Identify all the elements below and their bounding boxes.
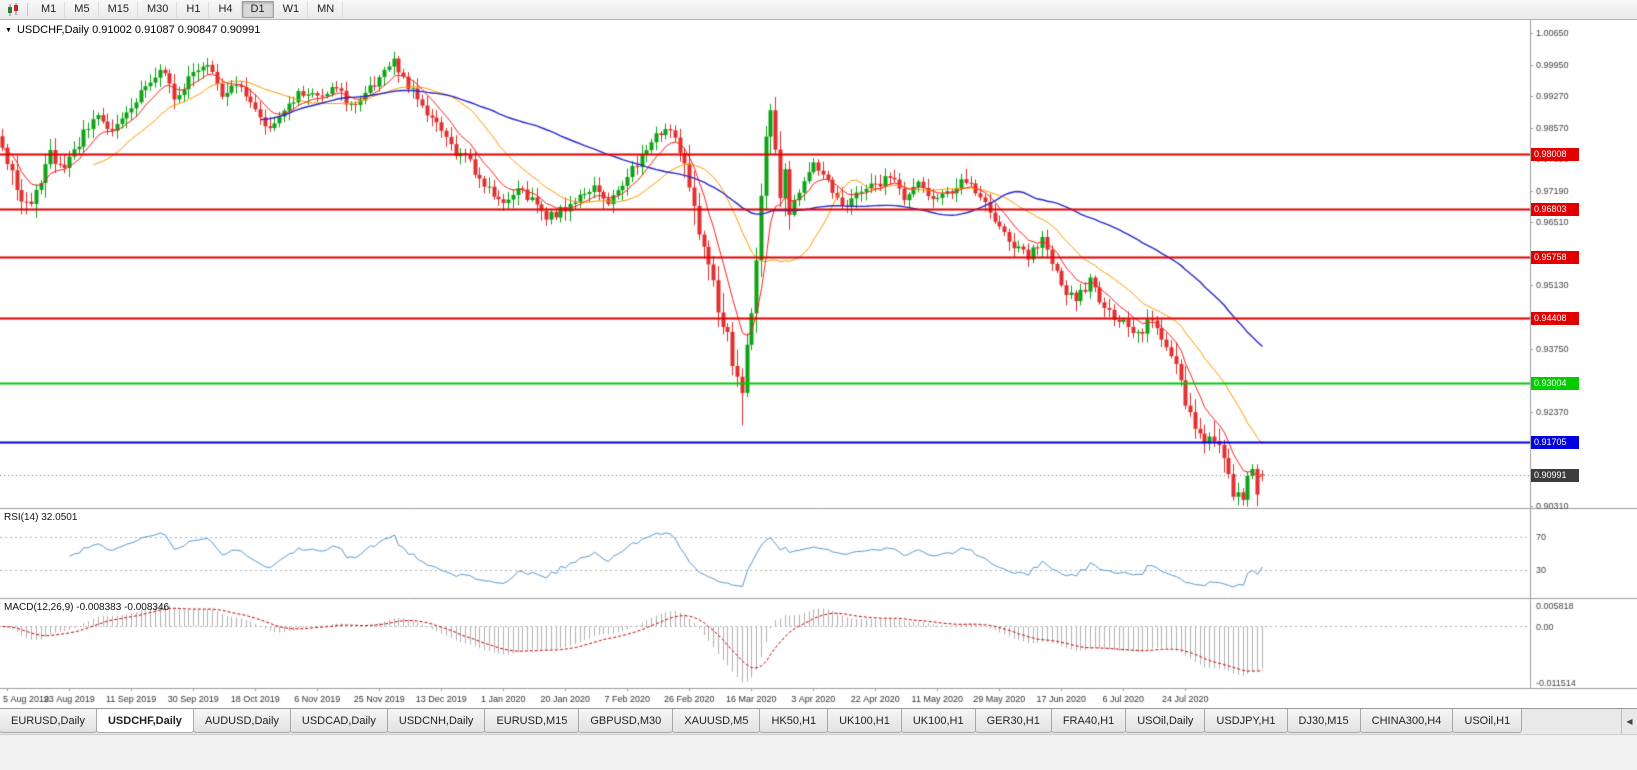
chart-tab-usoil-h1[interactable]: USOil,H1: [1452, 709, 1523, 733]
timeframe-d1-button[interactable]: D1: [241, 1, 274, 18]
timeframe-m15-button[interactable]: M15: [99, 1, 138, 18]
resistance-level-tag-1[interactable]: 0.98008: [1531, 148, 1579, 161]
macd-label: MACD(12,26,9) -0.008383 -0.008346: [4, 602, 170, 613]
chart-tab-gbpusd-m30[interactable]: GBPUSD,M30: [578, 709, 674, 733]
chart-tab-audusd-daily[interactable]: AUDUSD,Daily: [192, 709, 291, 733]
chart-tab-dj30-m15[interactable]: DJ30,M15: [1286, 709, 1361, 733]
chart-tab-usdjpy-h1[interactable]: USDJPY,H1: [1204, 709, 1288, 733]
rsi-label: RSI(14) 32.0501: [4, 512, 78, 523]
support-level-tag-green[interactable]: 0.93004: [1531, 377, 1579, 390]
timeframe-m30-button[interactable]: M30: [138, 1, 178, 18]
chart-tab-hk50-h1[interactable]: HK50,H1: [759, 709, 829, 733]
price-chart-canvas[interactable]: [0, 20, 1637, 708]
chart-tab-eurusd-m15[interactable]: EURUSD,M15: [484, 709, 580, 733]
chart-title-text: USDCHF,Daily 0.91002 0.91087 0.90847 0.9…: [16, 24, 261, 36]
chart-tab-uk100-h1-2[interactable]: UK100,H1: [900, 709, 976, 733]
chart-tab-china300-h4[interactable]: CHINA300,H4: [1359, 709, 1454, 733]
chart-tab-usoil-daily[interactable]: USOil,Daily: [1125, 709, 1206, 733]
resistance-level-tag-3[interactable]: 0.95758: [1531, 251, 1579, 264]
chart-tab-ger30-h1[interactable]: GER30,H1: [974, 709, 1052, 733]
chart-tab-xauusd-m5[interactable]: XAUUSD,M5: [672, 709, 761, 733]
status-bar: [0, 734, 1637, 770]
resistance-level-tag-4[interactable]: 0.94408: [1531, 312, 1579, 325]
resistance-level-tag-2[interactable]: 0.96803: [1531, 203, 1579, 216]
timeframe-mn-button[interactable]: MN: [308, 1, 344, 18]
chart-tab-usdcnh-daily[interactable]: USDCNH,Daily: [386, 709, 486, 733]
chart-tab-uk100-h1[interactable]: UK100,H1: [827, 709, 902, 733]
chart-tabs-bar: EURUSD,Daily USDCHF,Daily AUDUSD,Daily U…: [0, 708, 1637, 734]
chart-tab-usdchf-daily[interactable]: USDCHF,Daily: [95, 709, 194, 733]
tab-scroll-left-icon[interactable]: ◀: [1621, 709, 1637, 734]
timeframe-m1-button[interactable]: M1: [32, 1, 66, 18]
candlestick-chart-icon[interactable]: [3, 2, 23, 18]
chart-tab-fra40-h1[interactable]: FRA40,H1: [1050, 709, 1127, 733]
timeframe-toolbar: M1 M5 M15 M30 H1 H4 D1 W1 MN: [0, 0, 1637, 20]
timeframe-h4-button[interactable]: H4: [209, 1, 242, 18]
timeframe-w1-button[interactable]: W1: [274, 1, 309, 18]
chart-area[interactable]: ▼ USDCHF,Daily 0.91002 0.91087 0.90847 0…: [0, 20, 1637, 708]
timeframe-h1-button[interactable]: H1: [177, 1, 210, 18]
chart-title: ▼ USDCHF,Daily 0.91002 0.91087 0.90847 0…: [5, 24, 260, 36]
timeframe-m5-button[interactable]: M5: [65, 1, 99, 18]
toolbar-separator: [27, 3, 28, 16]
support-level-tag-blue[interactable]: 0.91705: [1531, 436, 1579, 449]
chart-tab-eurusd-daily[interactable]: EURUSD,Daily: [0, 709, 97, 733]
collapse-triangle-icon[interactable]: ▼: [5, 26, 12, 34]
chart-tab-usdcad-daily[interactable]: USDCAD,Daily: [289, 709, 388, 733]
current-price-tag: 0.90991: [1531, 469, 1579, 482]
